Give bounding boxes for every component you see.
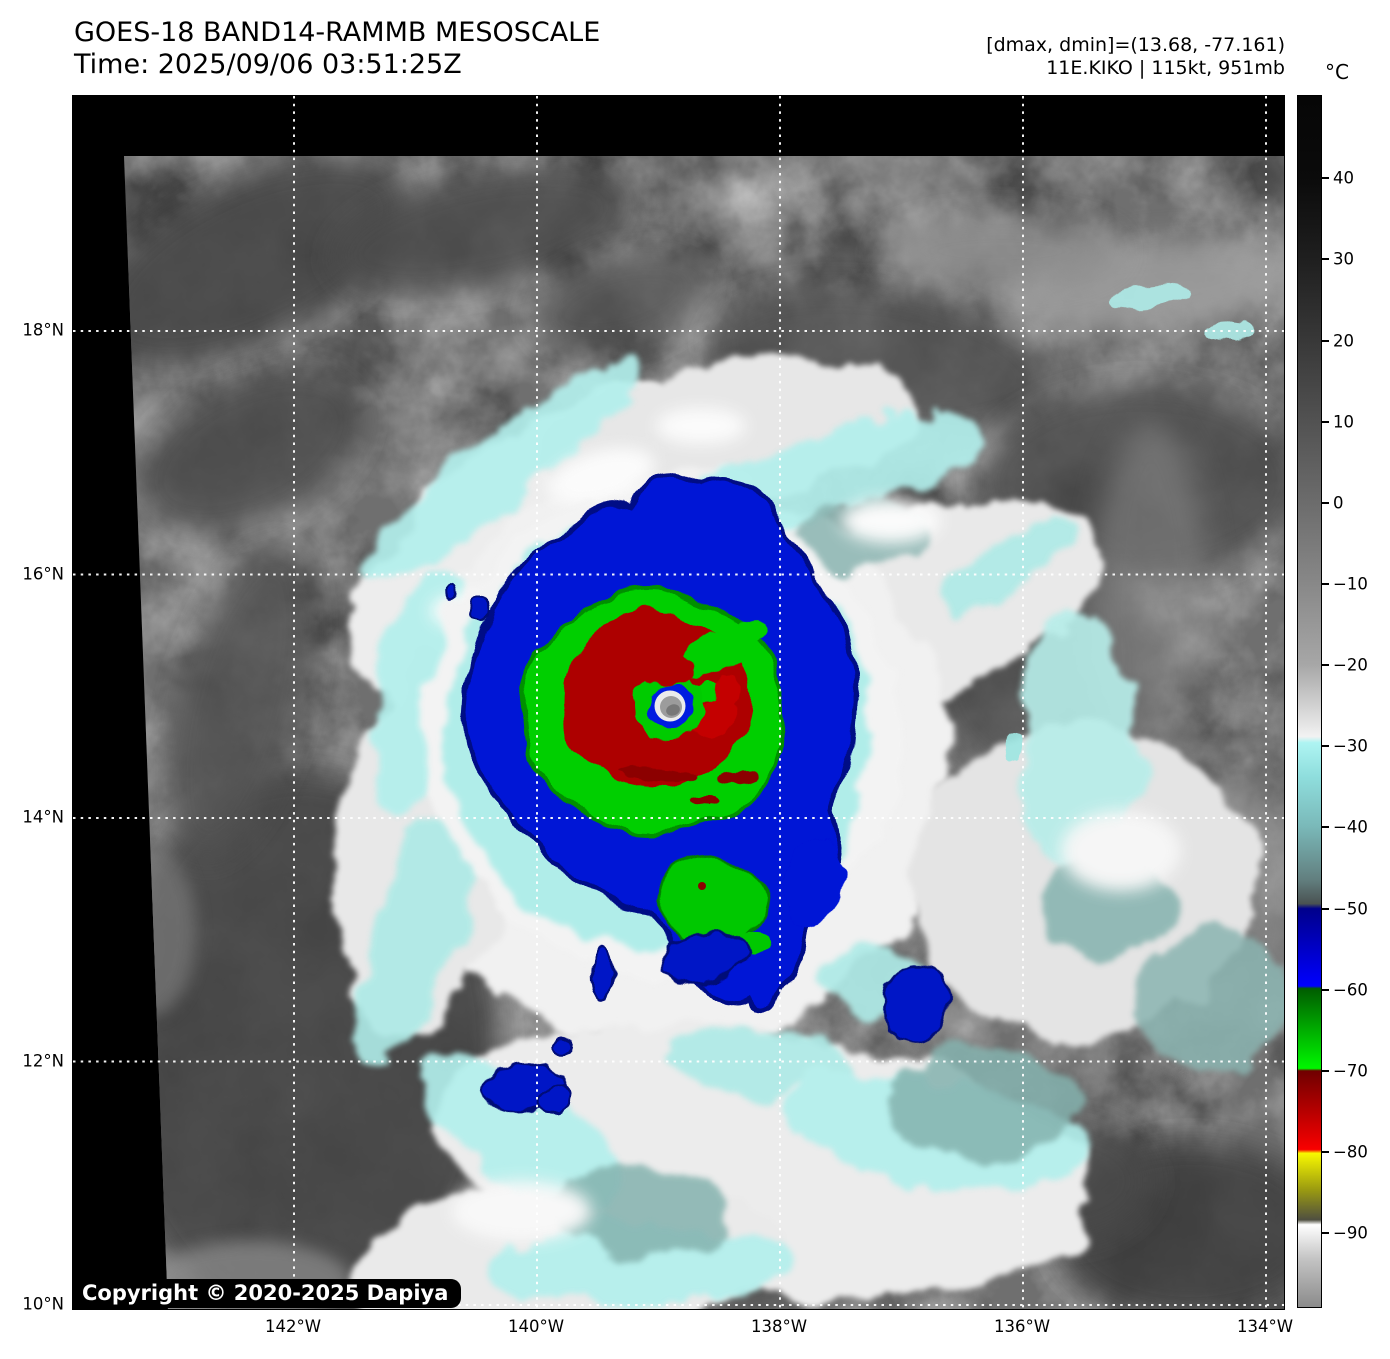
- colorbar-tick-mark: [1322, 501, 1329, 504]
- colorbar-tick-label: 40: [1333, 168, 1354, 188]
- lon-tick-label: 138°W: [750, 1317, 808, 1336]
- lat-tick-label: 14°N: [22, 807, 64, 827]
- scattered-blue-cells: [445, 582, 950, 1113]
- lat-tick-label: 12°N: [22, 1051, 64, 1070]
- colorbar-tick-label: −10: [1333, 574, 1368, 594]
- colorbar-tick-label: −50: [1333, 899, 1368, 919]
- colorbar-tick-mark: [1322, 745, 1329, 748]
- colorbar-tick-label: 30: [1333, 249, 1354, 269]
- figure-meta: [dmax, dmin]=(13.68, -77.161) 11E.KIKO |…: [986, 34, 1285, 80]
- storm-info-line: 11E.KIKO | 115kt, 951mb: [1046, 57, 1285, 79]
- lat-tick-label: 10°N: [22, 1294, 64, 1314]
- teal-gray-clouds: [551, 501, 1284, 1256]
- colorbar-tick-mark: [1322, 1151, 1329, 1153]
- temperature-colorbar: [1297, 95, 1322, 1308]
- colorbar-tick-label: −80: [1333, 1142, 1368, 1162]
- colorbar-tick-mark: [1322, 177, 1329, 180]
- colorbar-tick-mark: [1322, 258, 1329, 261]
- copyright-badge: Copyright © 2020-2025 Dapiya: [72, 1279, 462, 1308]
- colorbar-tick-mark: [1322, 907, 1329, 910]
- satellite-map: [72, 95, 1285, 1310]
- colorbar-tick-label: −30: [1333, 736, 1368, 756]
- colorbar-tick-mark: [1322, 1232, 1329, 1235]
- lat-tick-label: 18°N: [22, 320, 64, 340]
- lon-tick-label: 142°W: [264, 1317, 322, 1336]
- data-swath: [124, 156, 1284, 1309]
- lon-tick-label: 134°W: [1236, 1317, 1294, 1336]
- lon-tick-label: 140°W: [507, 1317, 565, 1336]
- colorbar-tick-mark: [1322, 826, 1329, 829]
- lat-tick-label: 16°N: [22, 564, 64, 583]
- colorbar-tick-mark: [1322, 582, 1329, 585]
- colorbar-tick-label: 20: [1333, 331, 1354, 350]
- colorbar-tick-mark: [1322, 988, 1329, 991]
- hurricane-core: [421, 468, 897, 1011]
- figure-title: GOES-18 BAND14-RAMMB MESOSCALE: [74, 17, 601, 48]
- red-north-cap: [629, 653, 697, 685]
- colorbar-tick-label: −40: [1333, 817, 1368, 837]
- colorbar-tick-mark: [1322, 1069, 1329, 1072]
- colorbar-tick-label: −20: [1333, 655, 1368, 675]
- dmax-dmin-line: [dmax, dmin]=(13.68, -77.161): [986, 34, 1285, 56]
- satellite-scene: [73, 96, 1284, 1309]
- figure-timestamp: Time: 2025/09/06 03:51:25Z: [74, 49, 462, 80]
- colorbar-tick-mark: [1322, 664, 1329, 667]
- colorbar-tick-label: 0: [1333, 493, 1344, 513]
- colorbar-tick-label: −70: [1333, 1061, 1368, 1081]
- colorbar-tick-label: −60: [1333, 980, 1368, 1000]
- core-blue-se-lobe: [782, 838, 844, 928]
- graticule: [73, 96, 1284, 1309]
- colorbar-tick-label: 10: [1333, 412, 1354, 432]
- colorbar-tick-label: −90: [1333, 1223, 1368, 1243]
- lon-tick-label: 136°W: [993, 1317, 1051, 1336]
- colorbar-tick-mark: [1322, 420, 1329, 423]
- hurricane-eye: [647, 684, 693, 730]
- colorbar-tick-mark: [1322, 339, 1329, 342]
- colorbar-unit-label: °C: [1325, 60, 1349, 84]
- dark-red-streaks: [619, 766, 758, 806]
